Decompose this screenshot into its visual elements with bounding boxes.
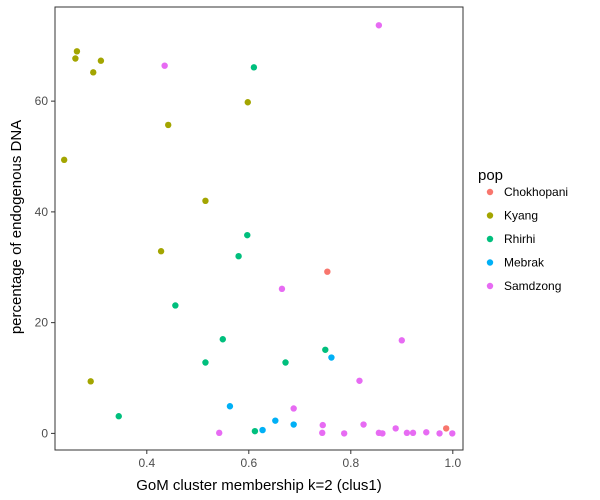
point-mebrak bbox=[290, 421, 297, 428]
point-rhirhi bbox=[322, 346, 329, 353]
point-kyang bbox=[202, 197, 209, 205]
point-mebrak bbox=[259, 426, 266, 434]
legend-key-kyang bbox=[486, 212, 494, 219]
point-samdzong bbox=[319, 429, 326, 437]
point-rhirhi bbox=[235, 252, 242, 260]
point-samdzong bbox=[290, 405, 297, 412]
point-samdzong bbox=[392, 425, 399, 432]
point-samdzong bbox=[340, 430, 348, 437]
point-chokhopani bbox=[324, 268, 331, 275]
point-kyang bbox=[165, 121, 172, 129]
legend-key-rhirhi bbox=[486, 235, 494, 243]
legend-label-kyang: Kyang bbox=[504, 209, 538, 223]
point-samdzong bbox=[449, 430, 456, 437]
legend-label-mebrak: Mebrak bbox=[504, 256, 545, 270]
point-mebrak bbox=[226, 403, 234, 410]
point-kyang bbox=[90, 69, 97, 76]
point-rhirhi bbox=[251, 427, 259, 435]
legend-label-chokhopani: Chokhopani bbox=[504, 185, 568, 199]
x-tick-label: 0.8 bbox=[342, 456, 359, 470]
point-kyang bbox=[72, 55, 79, 62]
legend-key-mebrak bbox=[486, 259, 494, 266]
legend-key-chokhopani bbox=[486, 188, 494, 196]
panel-border bbox=[54, 6, 464, 451]
legend-label-rhirhi: Rhirhi bbox=[504, 232, 535, 246]
point-rhirhi bbox=[202, 359, 209, 366]
point-rhirhi bbox=[282, 359, 289, 366]
point-samdzong bbox=[356, 377, 363, 384]
point-kyang bbox=[73, 48, 81, 55]
legend-title: pop bbox=[478, 167, 503, 184]
point-samdzong bbox=[278, 285, 286, 293]
legend-label-samdzong: Samdzong bbox=[504, 279, 561, 293]
point-samdzong bbox=[216, 429, 223, 437]
legend: pop Chokhopani Kyang Rhirhi Mebrak Samdzong bbox=[478, 167, 568, 293]
point-samdzong bbox=[423, 429, 430, 436]
point-kyang bbox=[87, 378, 94, 385]
point-samdzong bbox=[375, 22, 383, 29]
point-kyang bbox=[97, 57, 105, 64]
y-tick-label: 20 bbox=[35, 316, 49, 330]
point-samdzong bbox=[379, 430, 386, 437]
point-samdzong bbox=[360, 421, 367, 428]
x-tick-label: 0.4 bbox=[138, 456, 155, 470]
point-kyang bbox=[244, 99, 251, 106]
point-rhirhi bbox=[115, 413, 122, 420]
y-axis-title: percentage of endogenous DNA bbox=[8, 120, 25, 334]
point-rhirhi bbox=[219, 336, 226, 343]
point-samdzong bbox=[403, 429, 411, 437]
point-samdzong bbox=[398, 337, 405, 344]
y-tick-label: 40 bbox=[35, 205, 49, 219]
point-samdzong bbox=[436, 430, 443, 437]
legend-key-samdzong bbox=[486, 282, 494, 290]
point-chokhopani bbox=[442, 425, 450, 432]
point-kyang bbox=[157, 248, 165, 255]
y-tick-label: 60 bbox=[35, 94, 49, 108]
point-kyang bbox=[60, 156, 68, 164]
point-rhirhi bbox=[244, 231, 251, 239]
point-samdzong bbox=[409, 429, 417, 437]
x-tick-label: 0.6 bbox=[240, 456, 257, 470]
point-mebrak bbox=[272, 417, 279, 424]
point-samdzong bbox=[319, 421, 326, 429]
x-tick-label: 1.0 bbox=[444, 456, 461, 470]
point-samdzong bbox=[161, 62, 168, 69]
point-rhirhi bbox=[172, 302, 179, 309]
plot-area: 0.4 0.6 0.8 1.0 0 20 40 60 bbox=[35, 6, 464, 470]
point-rhirhi bbox=[250, 64, 258, 71]
y-tick-label: 0 bbox=[41, 426, 48, 440]
point-mebrak bbox=[328, 354, 335, 361]
x-axis-title: GoM cluster membership k=2 (clus1) bbox=[136, 477, 382, 494]
